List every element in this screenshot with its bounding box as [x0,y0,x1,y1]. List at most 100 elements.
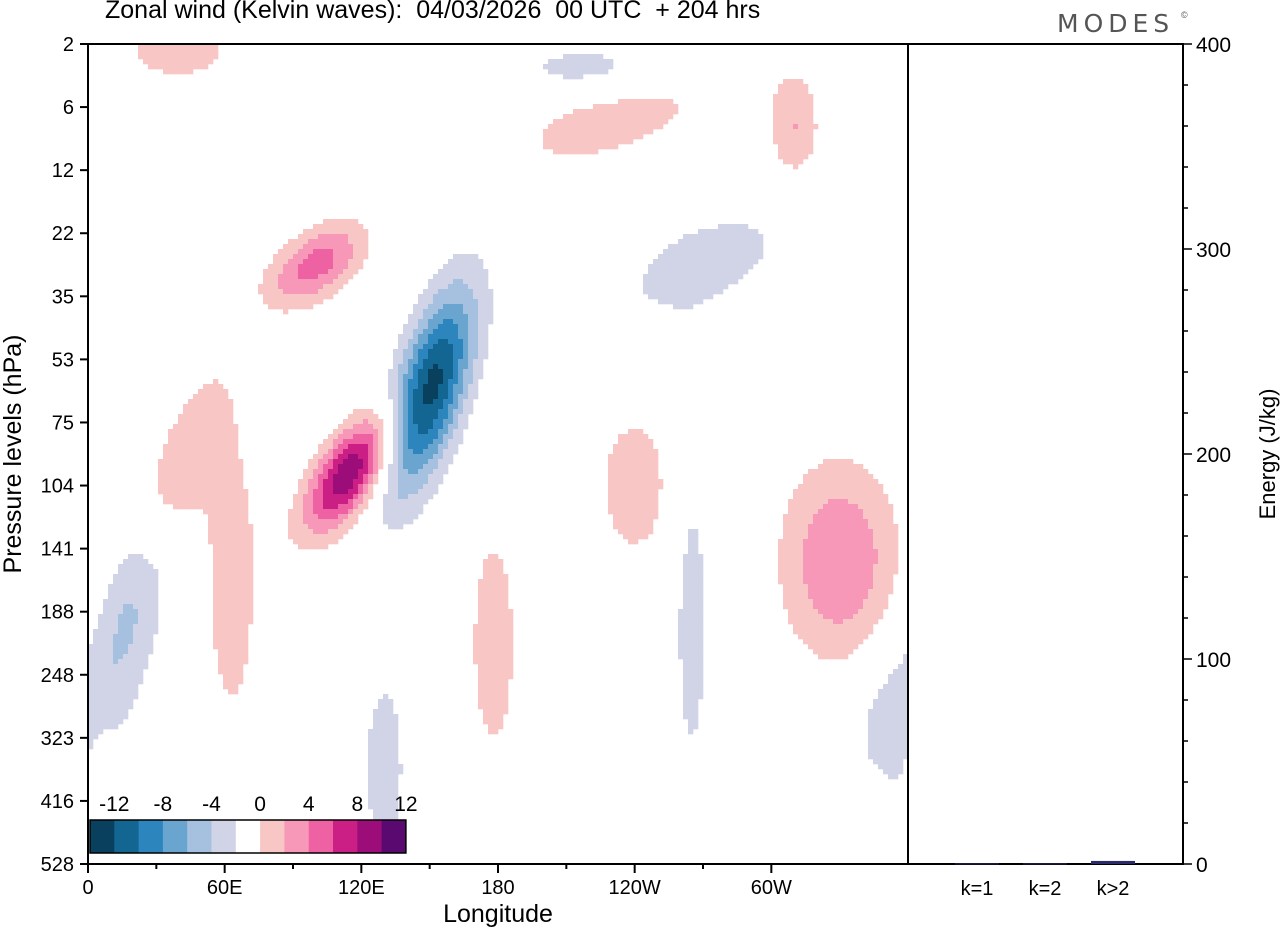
heatmap-cell [613,479,619,485]
heatmap-cell [793,499,799,505]
heatmap-cell [883,559,889,565]
heatmap-cell [358,429,364,435]
heatmap-cell [413,419,419,425]
heatmap-cell [138,49,144,55]
heatmap-cell [798,634,804,640]
heatmap-cell [348,254,354,260]
heatmap-cell [688,289,694,295]
heatmap-cell [378,779,384,785]
heatmap-cell [378,794,384,800]
heatmap-cell [468,269,474,275]
heatmap-cell [708,244,714,250]
heatmap-cell [633,539,639,545]
heatmap-cell [613,109,619,115]
heatmap-cell [593,69,599,75]
heatmap-cell [198,454,204,460]
heatmap-cell [698,654,704,660]
heatmap-cell [828,594,834,600]
heatmap-cell [798,109,804,115]
heatmap-cell [408,454,414,460]
heatmap-cell [873,519,879,525]
heatmap-cell [888,574,894,580]
heatmap-cell [303,474,309,480]
heatmap-cell [588,124,594,130]
heatmap-cell [628,124,634,130]
heatmap-cell [218,619,224,625]
heatmap-cell [328,269,334,275]
heatmap-cell [403,364,409,370]
heatmap-cell [718,279,724,285]
heatmap-cell [248,619,254,625]
heatmap-cell [373,809,379,815]
heatmap-cell [793,129,799,135]
heatmap-cell [808,634,814,640]
heatmap-cell [483,694,489,700]
heatmap-cell [363,439,369,445]
heatmap-cell [443,429,449,435]
heatmap-cell [88,659,94,665]
heatmap-cell [488,659,494,665]
heatmap-cell [413,359,419,365]
heatmap-cell [408,439,414,445]
heatmap-cell [568,64,574,70]
heatmap-cell [93,639,99,645]
heatmap-cell [473,369,479,375]
heatmap-cell [438,414,444,420]
heatmap-cell [333,264,339,270]
heatmap-cell [633,429,639,435]
heatmap-cell [408,469,414,475]
heatmap-cell [153,619,159,625]
heatmap-cell [823,564,829,570]
heatmap-cell [353,509,359,515]
heatmap-cell [618,444,624,450]
heatmap-cell [803,619,809,625]
heatmap-cell [453,314,459,320]
heatmap-cell [603,59,609,65]
heatmap-cell [413,489,419,495]
heatmap-cell [163,464,169,470]
heatmap-cell [223,484,229,490]
heatmap-cell [213,604,219,610]
heatmap-cell [563,69,569,75]
heatmap-cell [358,464,364,470]
heatmap-cell [403,489,409,495]
heatmap-cell [448,319,454,325]
heatmap-cell [823,519,829,525]
heatmap-cell [643,474,649,480]
heatmap-cell [618,529,624,535]
heatmap-cell [403,494,409,500]
heatmap-cell [873,749,879,755]
energy-tick-label: 400 [1196,34,1231,57]
heatmap-cell [163,444,169,450]
heatmap-cell [858,494,864,500]
heatmap-cell [623,484,629,490]
heatmap-cell [223,634,229,640]
heatmap-cell [443,329,449,335]
heatmap-cell [198,439,204,445]
heatmap-cell [238,479,244,485]
heatmap-cell [208,464,214,470]
heatmap-cell [498,604,504,610]
heatmap-cell [688,664,694,670]
heatmap-cell [428,354,434,360]
heatmap-cell [128,614,134,620]
heatmap-cell [638,444,644,450]
heatmap-cell [878,529,884,535]
heatmap-cell [848,504,854,510]
heatmap-cell [798,139,804,145]
heatmap-cell [843,524,849,530]
heatmap-cell [338,244,344,250]
heatmap-cell [618,504,624,510]
heatmap-cell [608,479,614,485]
heatmap-cell [423,494,429,500]
heatmap-cell [463,374,469,380]
heatmap-cell [818,534,824,540]
heatmap-cell [493,594,499,600]
heatmap-cell [323,539,329,545]
heatmap-cell [138,619,144,625]
heatmap-cell [468,324,474,330]
heatmap-cell [628,459,634,465]
heatmap-cell [168,484,174,490]
heatmap-cell [123,639,129,645]
x-tick-label: 120E [338,877,385,899]
